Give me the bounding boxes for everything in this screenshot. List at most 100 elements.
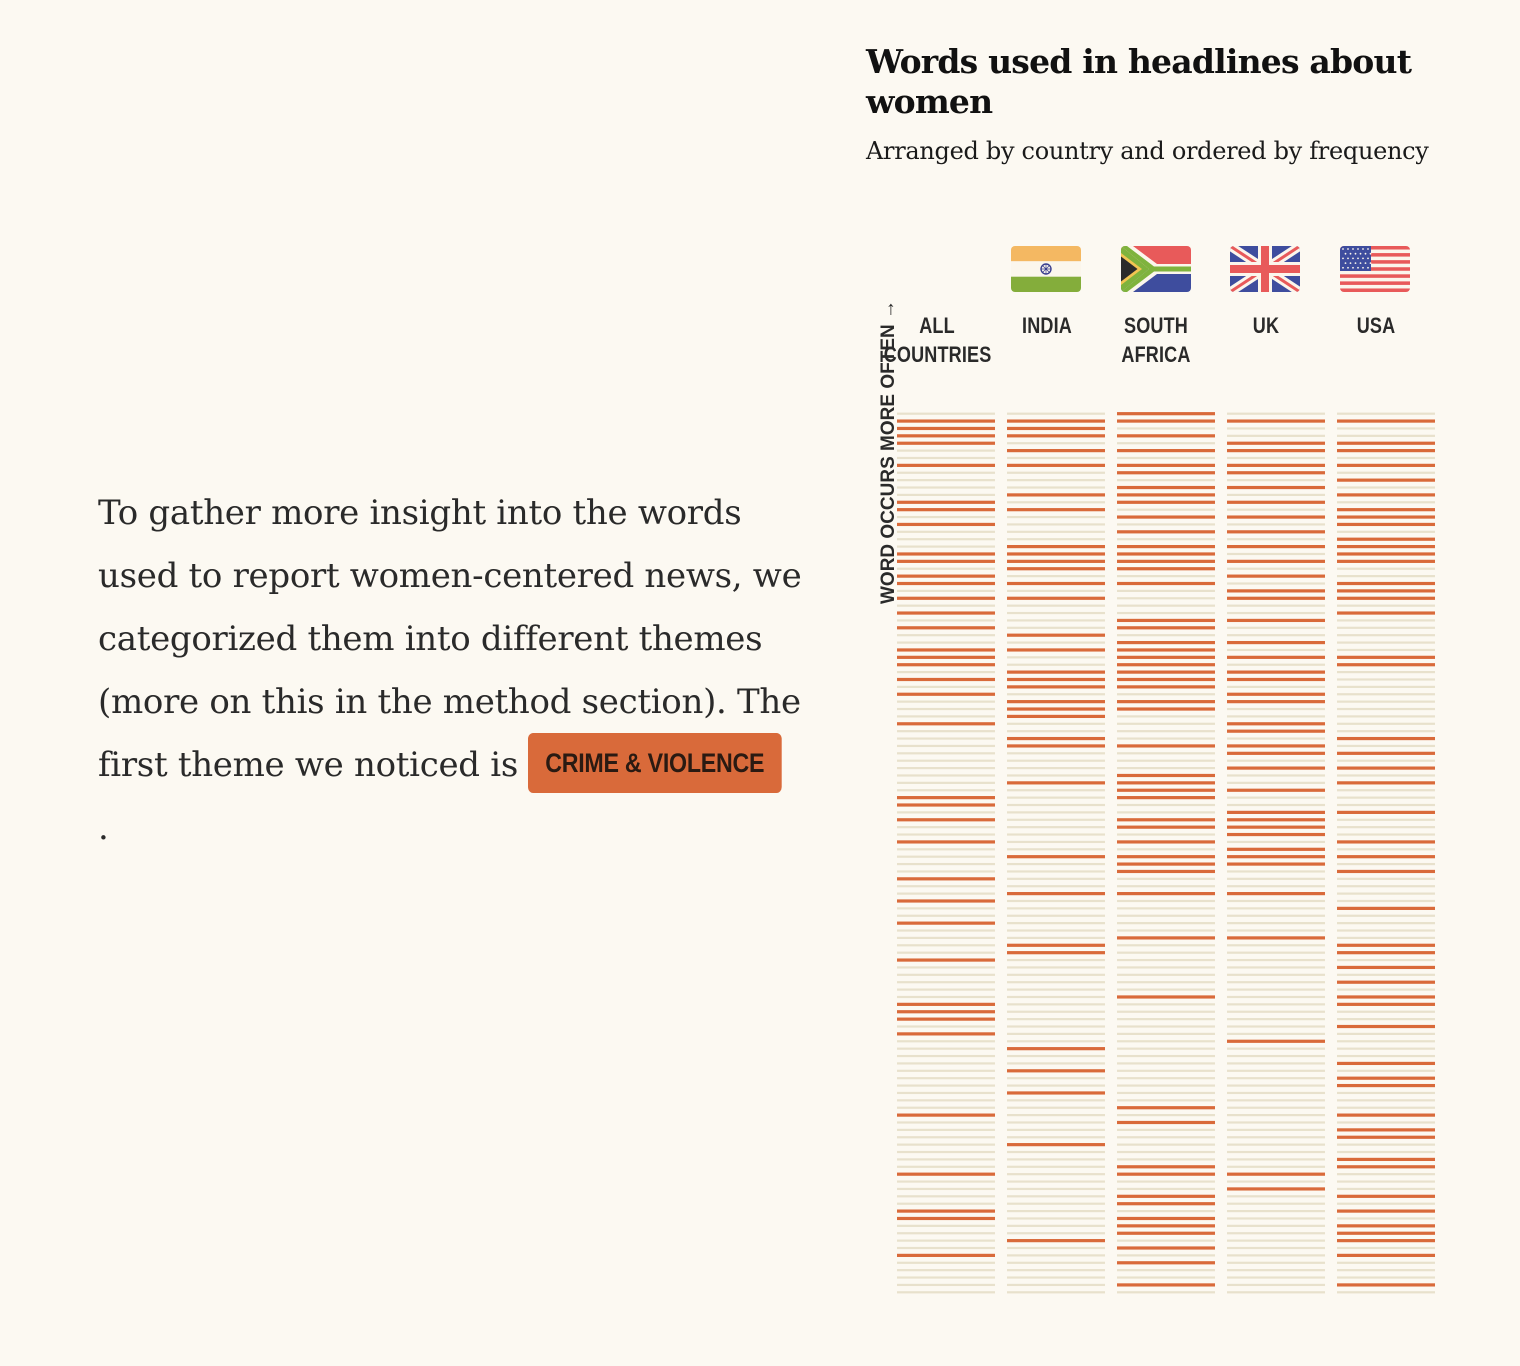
word-stripe xyxy=(897,914,995,917)
word-stripe xyxy=(1337,1261,1435,1264)
highlight-word-stripe xyxy=(1007,744,1105,748)
highlight-word-stripe xyxy=(1007,544,1105,549)
word-stripe xyxy=(1117,575,1215,578)
word-stripe xyxy=(1007,1040,1105,1043)
word-stripe xyxy=(1117,722,1215,725)
highlight-word-stripe xyxy=(1337,1113,1435,1117)
word-stripe xyxy=(1227,929,1325,932)
word-stripe xyxy=(1117,597,1215,600)
word-stripe xyxy=(1337,730,1435,733)
word-stripe xyxy=(1227,685,1325,688)
word-stripe xyxy=(1337,848,1435,851)
highlight-word-stripe xyxy=(1007,943,1105,947)
highlight-word-stripe xyxy=(1117,471,1215,475)
word-stripe xyxy=(897,715,995,718)
word-stripe xyxy=(1337,833,1435,836)
word-stripe xyxy=(1007,1114,1105,1117)
word-stripe xyxy=(1007,1254,1105,1257)
chart-title: Words used in headlines about women xyxy=(866,42,1412,121)
word-stripe xyxy=(1117,885,1215,888)
highlight-word-stripe xyxy=(1007,648,1105,652)
word-stripe xyxy=(1337,1091,1435,1095)
word-stripe xyxy=(1007,1136,1105,1139)
highlight-word-stripe xyxy=(1117,1106,1215,1110)
word-stripe xyxy=(1337,789,1435,792)
word-stripe xyxy=(1007,1121,1105,1124)
highlight-word-stripe xyxy=(1117,1165,1215,1169)
crime-violence-chip[interactable]: CRIME & VIOLENCE xyxy=(528,733,782,793)
word-stripe xyxy=(1117,1150,1215,1154)
word-stripe xyxy=(1117,944,1215,947)
word-stripe xyxy=(1007,877,1105,880)
highlight-word-stripe xyxy=(897,818,995,822)
highlight-word-stripe xyxy=(1337,655,1435,659)
highlight-word-stripe xyxy=(1007,1239,1105,1243)
word-stripe xyxy=(1007,515,1105,519)
word-stripe xyxy=(1227,1165,1325,1168)
highlight-word-stripe xyxy=(1117,773,1215,778)
highlight-word-stripe xyxy=(1007,449,1105,453)
word-stripe xyxy=(1227,582,1325,585)
word-stripe xyxy=(897,1143,995,1146)
highlight-word-stripe xyxy=(1117,670,1215,674)
highlight-word-stripe xyxy=(1117,618,1215,623)
word-stripe xyxy=(897,545,995,548)
word-stripe xyxy=(897,1261,995,1264)
word-stripe xyxy=(1007,848,1105,851)
word-stripe xyxy=(1007,966,1105,969)
highlight-word-stripe xyxy=(897,648,995,652)
word-stripe xyxy=(1227,1150,1325,1154)
word-stripe xyxy=(1117,479,1215,482)
word-stripe xyxy=(1227,885,1325,888)
word-stripe xyxy=(1007,1158,1105,1161)
word-stripe xyxy=(1007,1025,1105,1028)
word-stripe xyxy=(1007,914,1105,917)
word-stripe xyxy=(897,855,995,858)
highlight-word-stripe xyxy=(1337,943,1435,947)
word-stripe xyxy=(1117,1032,1215,1035)
highlight-word-stripe xyxy=(1227,818,1325,822)
word-stripe xyxy=(1227,538,1325,541)
highlight-word-stripe xyxy=(1337,1024,1435,1029)
highlight-word-stripe xyxy=(1337,1231,1435,1235)
word-stripe xyxy=(1337,1269,1435,1272)
word-stripe xyxy=(1007,693,1105,696)
highlight-word-stripe xyxy=(1337,611,1435,615)
word-stripe xyxy=(1007,611,1105,615)
word-stripe xyxy=(1337,803,1435,807)
highlight-word-stripe xyxy=(897,1113,995,1117)
word-stripe xyxy=(1337,634,1435,637)
highlight-word-stripe xyxy=(1117,544,1215,549)
highlight-word-stripe xyxy=(897,840,995,844)
word-stripe xyxy=(897,449,995,452)
word-stripe xyxy=(1007,995,1105,999)
word-stripe xyxy=(1227,737,1325,740)
highlight-word-stripe xyxy=(1337,1209,1435,1213)
word-stripe xyxy=(897,848,995,851)
word-stripe xyxy=(897,744,995,748)
word-stripe xyxy=(1227,781,1325,784)
word-stripe xyxy=(897,619,995,622)
word-stripe xyxy=(1007,803,1105,807)
highlight-word-stripe xyxy=(1227,700,1325,704)
word-stripe xyxy=(1227,1121,1325,1124)
word-stripe xyxy=(1007,907,1105,910)
word-stripe xyxy=(1007,922,1105,925)
word-stripe xyxy=(1117,1180,1215,1183)
column-all-countries xyxy=(897,412,995,1294)
word-stripe xyxy=(1117,1010,1215,1013)
word-stripe xyxy=(897,951,995,954)
word-stripe xyxy=(1007,641,1105,644)
word-stripe xyxy=(1007,811,1105,814)
word-stripe xyxy=(897,1195,995,1198)
word-stripe xyxy=(1117,1114,1215,1117)
word-stripe xyxy=(897,685,995,688)
highlight-word-stripe xyxy=(897,574,995,578)
highlight-word-stripe xyxy=(1007,951,1105,955)
highlight-word-stripe xyxy=(1007,1047,1105,1051)
highlight-word-stripe xyxy=(1117,485,1215,490)
highlight-word-stripe xyxy=(897,426,995,431)
highlight-word-stripe xyxy=(1337,1283,1435,1287)
word-stripe xyxy=(1007,766,1105,770)
highlight-word-stripe xyxy=(1007,559,1105,563)
